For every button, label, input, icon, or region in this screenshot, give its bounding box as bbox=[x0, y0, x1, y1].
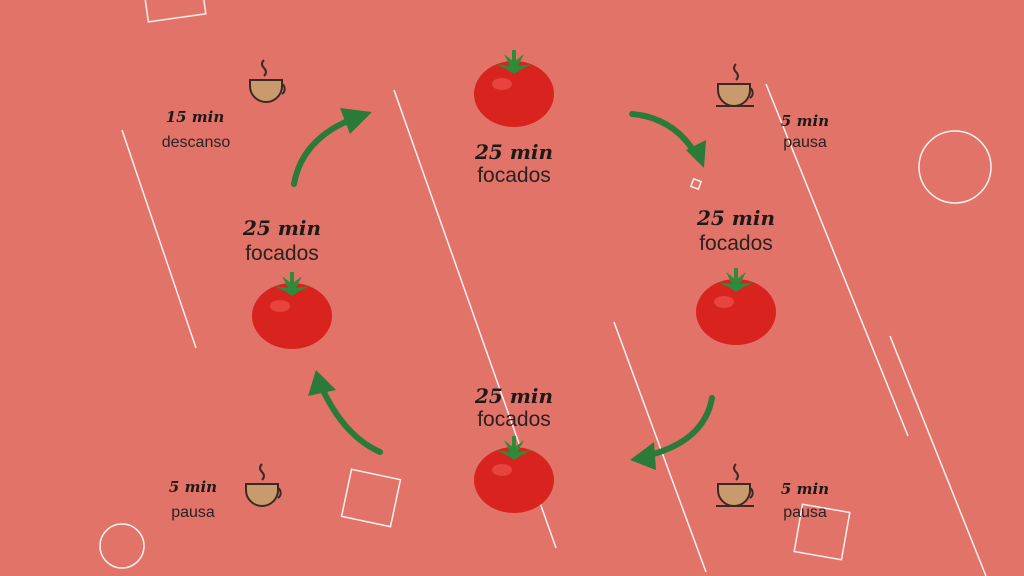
deco-line bbox=[889, 335, 987, 576]
coffee-cup-icon bbox=[716, 63, 754, 107]
deco-circle bbox=[99, 523, 145, 569]
coffee-cup-icon bbox=[245, 463, 282, 507]
arrow-icon bbox=[629, 111, 706, 168]
tomato-icon bbox=[252, 272, 332, 349]
step-activity-label: focados bbox=[699, 232, 773, 255]
step-activity-label: pausa bbox=[171, 504, 215, 521]
arrow-icon bbox=[630, 395, 715, 470]
step-activity-label: focados bbox=[477, 408, 551, 431]
step-activity-label: descanso bbox=[161, 134, 231, 151]
step-time-label: 5 min bbox=[780, 480, 830, 498]
deco-square bbox=[689, 177, 703, 191]
step-time-label: 25 min bbox=[242, 216, 322, 240]
step-time-label: 15 min bbox=[165, 108, 225, 126]
step-time-label: 25 min bbox=[696, 206, 776, 230]
deco-square bbox=[793, 503, 851, 561]
step-time-label: 25 min bbox=[474, 140, 554, 164]
step-activity-label: focados bbox=[245, 242, 319, 265]
arrow-icon bbox=[308, 370, 383, 455]
step-activity-label: focados bbox=[477, 164, 551, 187]
step-time-label: 5 min bbox=[780, 112, 830, 130]
deco-circle bbox=[918, 130, 992, 204]
step-time-label: 25 min bbox=[474, 384, 554, 408]
deco-square bbox=[340, 468, 402, 528]
step-time-label: 5 min bbox=[168, 478, 218, 496]
deco-square bbox=[143, 0, 207, 23]
coffee-cup-icon bbox=[249, 59, 286, 103]
tomato-icon bbox=[696, 268, 776, 345]
deco-line bbox=[121, 129, 197, 349]
deco-line bbox=[765, 83, 909, 437]
deco-line bbox=[613, 321, 707, 573]
tomato-icon bbox=[474, 436, 554, 513]
step-activity-label: pausa bbox=[783, 134, 827, 151]
step-activity-label: pausa bbox=[783, 504, 827, 521]
coffee-cup-icon bbox=[716, 463, 754, 507]
arrow-icon bbox=[291, 108, 372, 187]
tomato-icon bbox=[474, 50, 554, 127]
